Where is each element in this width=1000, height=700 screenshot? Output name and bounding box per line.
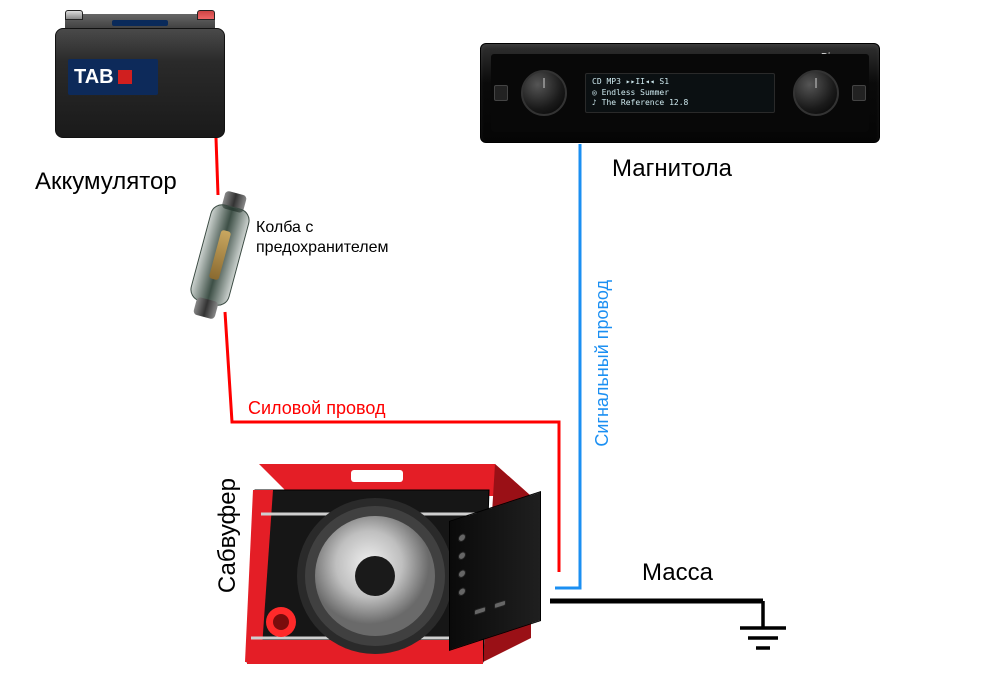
stereo-screen-line2: ◎ Endless Summer <box>592 88 768 98</box>
subwoofer-label: Сабвуфер <box>214 478 242 593</box>
stereo-component: Pioneer CD MP3 ▸▸II◂◂ S1 ◎ Endless Summe… <box>480 43 880 143</box>
ground-symbol <box>740 601 786 648</box>
stereo-screen-line3: ♪ The Reference 12.8 <box>592 98 768 108</box>
power-wire-label: Силовой провод <box>248 398 385 419</box>
battery-brand: TAB <box>74 66 114 89</box>
signal-wire-label: Сигнальный провод <box>592 280 613 447</box>
battery-label: Аккумулятор <box>35 168 177 196</box>
stereo-screen: CD MP3 ▸▸II◂◂ S1 ◎ Endless Summer ♪ The … <box>585 73 775 113</box>
stereo-label: Магнитола <box>612 155 732 183</box>
stereo-eject-button <box>494 85 508 101</box>
battery-brand-panel: TAB <box>68 59 158 95</box>
battery-terminal-positive <box>197 10 215 20</box>
stereo-left-knob <box>521 70 567 116</box>
ground-label: Масса <box>642 559 713 587</box>
signal-wire <box>555 144 580 588</box>
stereo-screen-line1: CD MP3 ▸▸II◂◂ S1 <box>592 77 768 87</box>
battery-terminal-negative <box>65 10 83 20</box>
battery-component: TAB <box>55 28 225 138</box>
fuse-label: Колба с предохранителем <box>256 218 388 258</box>
stereo-src-button <box>852 85 866 101</box>
stereo-right-knob <box>793 70 839 116</box>
fuse-component <box>188 202 253 309</box>
subwoofer-component <box>245 450 535 670</box>
